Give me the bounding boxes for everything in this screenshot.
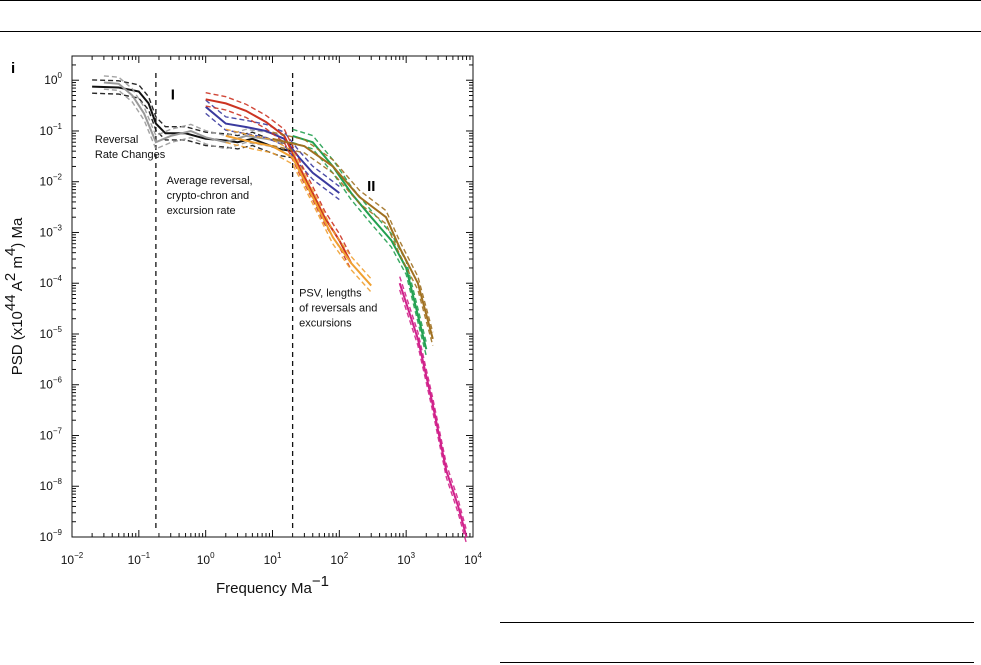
series-lower-bound xyxy=(292,141,427,357)
annotation: Average reversal, crypto-chron and excursi… xyxy=(167,175,253,217)
series-line xyxy=(103,81,285,144)
x-axis-title: Frequency Ma−1 xyxy=(216,573,329,597)
series-7 xyxy=(272,131,434,346)
y-tick-label: 10−5 xyxy=(40,325,63,341)
x-tick-label: 10−2 xyxy=(61,551,84,567)
top-rule xyxy=(0,0,981,1)
series-upper-bound xyxy=(272,131,434,333)
series-upper-bound xyxy=(399,276,468,531)
annotation: PSV, lengths of reversals and excursions xyxy=(299,287,377,329)
y-tick-label: 10−6 xyxy=(40,376,63,392)
region-label: II xyxy=(367,178,375,195)
annotation: Reversal Rate Changes xyxy=(95,134,166,161)
series-upper-bound xyxy=(205,92,352,257)
series-upper-bound xyxy=(92,79,293,146)
x-tick-label: 104 xyxy=(464,551,482,567)
y-tick-label: 10−1 xyxy=(40,122,63,138)
x-tick-label: 103 xyxy=(397,551,415,567)
series-line xyxy=(398,282,468,538)
series-lower-bound xyxy=(225,141,372,293)
series-line xyxy=(92,85,293,153)
y-tick-label: 10−3 xyxy=(40,223,63,239)
region-label: I xyxy=(171,86,175,103)
series-lower-bound xyxy=(92,92,293,159)
series-5 xyxy=(225,128,372,293)
series-line xyxy=(205,106,340,194)
series-lower-bound xyxy=(399,289,468,544)
x-tick-label: 100 xyxy=(197,551,215,567)
y-tick-label: 10−4 xyxy=(40,274,63,290)
bottom-rule-lower xyxy=(500,662,974,663)
series-lower-bound xyxy=(205,112,340,201)
y-tick-label: 10−9 xyxy=(40,528,63,544)
series-2 xyxy=(103,75,285,150)
series-3 xyxy=(205,99,340,201)
x-tick-label: 10−1 xyxy=(128,551,151,567)
series-line xyxy=(225,134,372,287)
series-8 xyxy=(398,276,468,544)
bottom-rule-upper xyxy=(500,622,974,623)
y-tick-label: 10−7 xyxy=(40,426,63,442)
y-axis-title: PSD (x1044 A2 m4) Ma xyxy=(2,217,26,375)
y-tick-label: 100 xyxy=(44,71,62,87)
series-upper-bound xyxy=(225,128,372,280)
panel-label: i xyxy=(11,60,15,77)
series-line xyxy=(272,137,434,340)
series-upper-bound xyxy=(103,75,285,137)
series-upper-bound xyxy=(205,99,340,187)
series-lower-bound xyxy=(272,144,434,346)
y-tick-label: 10−2 xyxy=(40,173,63,189)
header-rule xyxy=(0,31,981,32)
x-tick-label: 101 xyxy=(264,551,282,567)
series-line xyxy=(205,98,352,264)
series-1 xyxy=(92,79,293,159)
x-tick-label: 102 xyxy=(330,551,348,567)
y-tick-label: 10−8 xyxy=(40,477,63,493)
